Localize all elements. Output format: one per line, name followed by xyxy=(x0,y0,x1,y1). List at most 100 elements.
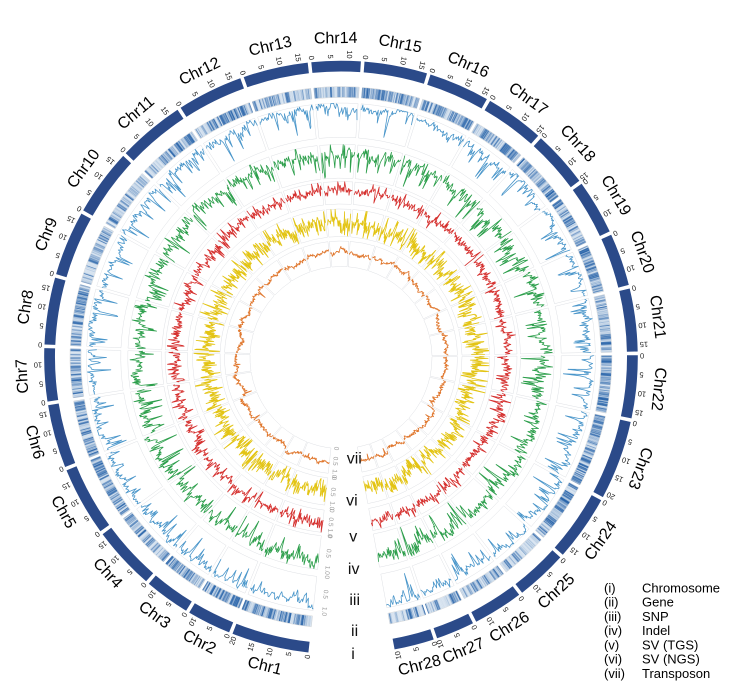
svg-text:(v): (v) xyxy=(604,637,619,652)
svg-text:15: 15 xyxy=(38,409,48,419)
svg-text:10: 10 xyxy=(625,263,636,274)
svg-text:0: 0 xyxy=(332,446,339,451)
svg-text:ii: ii xyxy=(351,623,358,640)
svg-text:5: 5 xyxy=(452,632,462,639)
svg-text:0: 0 xyxy=(330,476,337,481)
svg-text:iii: iii xyxy=(349,592,360,609)
svg-text:vi: vi xyxy=(346,493,358,510)
svg-text:0: 0 xyxy=(361,55,370,60)
svg-text:0.5: 0.5 xyxy=(329,487,337,497)
svg-text:5: 5 xyxy=(627,437,634,447)
svg-text:15: 15 xyxy=(245,642,256,653)
svg-text:0: 0 xyxy=(516,594,526,603)
svg-text:0: 0 xyxy=(139,580,149,589)
svg-text:(ii): (ii) xyxy=(604,595,618,610)
svg-text:1.0: 1.0 xyxy=(326,528,334,538)
svg-text:Chr22: Chr22 xyxy=(648,367,669,412)
svg-text:5: 5 xyxy=(256,64,266,70)
svg-text:10: 10 xyxy=(485,615,497,627)
svg-text:5: 5 xyxy=(545,570,554,579)
svg-text:0.5: 0.5 xyxy=(324,549,332,559)
svg-text:15: 15 xyxy=(41,282,51,293)
svg-text:0: 0 xyxy=(632,419,638,429)
svg-text:5: 5 xyxy=(592,193,600,203)
svg-text:20: 20 xyxy=(605,490,617,502)
svg-text:0: 0 xyxy=(581,177,590,187)
svg-text:5: 5 xyxy=(326,54,335,58)
svg-text:5: 5 xyxy=(504,103,514,111)
svg-text:0: 0 xyxy=(323,575,330,580)
svg-text:15: 15 xyxy=(613,473,624,485)
svg-text:10: 10 xyxy=(638,320,647,330)
svg-text:10: 10 xyxy=(37,301,47,311)
svg-text:Chr14: Chr14 xyxy=(314,30,358,48)
svg-text:0: 0 xyxy=(49,269,56,279)
svg-text:15: 15 xyxy=(223,70,234,81)
svg-text:0.5: 0.5 xyxy=(326,517,334,527)
svg-text:0: 0 xyxy=(222,633,232,640)
svg-text:0: 0 xyxy=(601,498,609,508)
svg-text:1.0: 1.0 xyxy=(330,469,338,479)
svg-text:0: 0 xyxy=(488,93,498,101)
svg-text:5: 5 xyxy=(85,188,93,198)
svg-text:5: 5 xyxy=(635,302,641,312)
svg-text:1.0: 1.0 xyxy=(328,501,336,511)
svg-text:5: 5 xyxy=(591,514,599,524)
svg-text:i: i xyxy=(351,646,355,663)
svg-text:0: 0 xyxy=(38,340,43,349)
svg-text:0: 0 xyxy=(307,55,316,60)
svg-text:Chr7: Chr7 xyxy=(13,358,32,394)
svg-text:10: 10 xyxy=(637,389,646,399)
svg-text:5: 5 xyxy=(380,57,390,62)
svg-text:5: 5 xyxy=(82,514,90,524)
svg-text:5: 5 xyxy=(619,246,626,256)
svg-text:5: 5 xyxy=(639,370,644,379)
svg-text:SV (TGS): SV (TGS) xyxy=(642,637,698,652)
svg-text:0.5: 0.5 xyxy=(321,590,329,600)
svg-text:iv: iv xyxy=(348,561,360,578)
svg-text:15: 15 xyxy=(293,53,303,63)
svg-text:10: 10 xyxy=(42,428,52,439)
svg-text:10: 10 xyxy=(434,639,445,650)
svg-text:5: 5 xyxy=(190,90,200,98)
svg-text:(iv): (iv) xyxy=(604,623,622,638)
svg-text:5: 5 xyxy=(125,567,134,576)
svg-text:0: 0 xyxy=(58,464,65,474)
svg-text:10: 10 xyxy=(187,616,199,628)
svg-text:0: 0 xyxy=(640,351,644,360)
svg-text:10: 10 xyxy=(69,497,81,509)
svg-text:0: 0 xyxy=(326,534,333,539)
svg-text:0: 0 xyxy=(559,556,568,565)
svg-text:10: 10 xyxy=(393,650,403,660)
svg-text:15: 15 xyxy=(640,340,649,349)
svg-text:15: 15 xyxy=(480,85,492,97)
svg-text:5: 5 xyxy=(39,321,44,330)
svg-text:5: 5 xyxy=(284,651,294,657)
svg-text:10: 10 xyxy=(398,56,409,66)
svg-text:v: v xyxy=(349,529,357,546)
svg-text:1.0: 1.0 xyxy=(320,607,328,617)
svg-text:5: 5 xyxy=(553,144,562,153)
svg-text:10: 10 xyxy=(274,56,285,66)
svg-text:10: 10 xyxy=(57,231,68,243)
svg-text:0: 0 xyxy=(430,640,440,647)
svg-text:Indel: Indel xyxy=(642,623,670,638)
svg-text:Chr8: Chr8 xyxy=(15,289,37,326)
svg-text:0.5: 0.5 xyxy=(331,456,339,466)
svg-text:10: 10 xyxy=(621,455,632,466)
svg-text:5: 5 xyxy=(164,600,174,609)
svg-text:(vi): (vi) xyxy=(604,652,622,667)
svg-text:Chr21: Chr21 xyxy=(646,294,668,339)
svg-text:5: 5 xyxy=(132,132,141,141)
svg-text:10: 10 xyxy=(463,77,475,88)
svg-text:15: 15 xyxy=(61,480,72,492)
svg-text:0: 0 xyxy=(328,509,335,514)
svg-text:10: 10 xyxy=(34,360,43,369)
svg-text:5: 5 xyxy=(501,605,511,613)
svg-text:5: 5 xyxy=(39,379,44,388)
svg-text:15: 15 xyxy=(65,214,77,226)
svg-text:10: 10 xyxy=(345,50,354,59)
svg-text:0: 0 xyxy=(631,283,637,293)
svg-text:(vii): (vii) xyxy=(604,666,625,681)
svg-text:10: 10 xyxy=(264,647,275,657)
